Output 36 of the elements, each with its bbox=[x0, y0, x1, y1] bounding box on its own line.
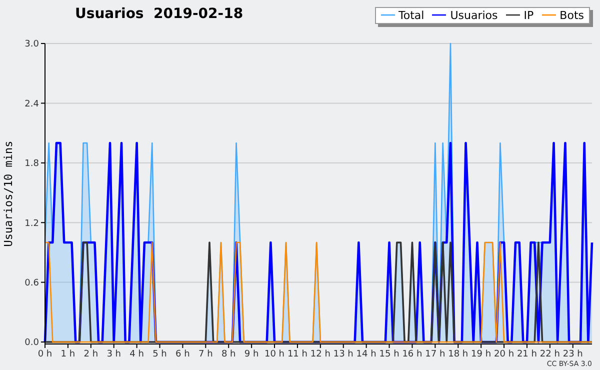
x-tick-label: 19 h bbox=[471, 349, 492, 360]
x-tick-label: 13 h bbox=[333, 349, 354, 360]
x-tick-label: 1 h bbox=[60, 349, 76, 360]
y-tick-label: 1.8 bbox=[24, 159, 40, 170]
legend-label: Usuarios bbox=[449, 8, 498, 22]
y-tick-label: 3.0 bbox=[24, 40, 40, 50]
y-tick-label: 0.6 bbox=[24, 278, 40, 288]
x-tick-label: 15 h bbox=[379, 349, 400, 360]
x-tick-label: 11 h bbox=[287, 349, 308, 360]
x-tick-label: 20 h bbox=[494, 349, 514, 360]
legend-label: Bots bbox=[558, 8, 584, 22]
x-tick-label: 0 h bbox=[38, 349, 52, 360]
x-tick-label: 6 h bbox=[176, 349, 190, 360]
y-tick-label: 2.4 bbox=[24, 99, 40, 110]
x-tick-label: 18 h bbox=[448, 349, 468, 360]
x-tick-label: 8 h bbox=[221, 349, 236, 360]
x-tick-label: 12 h bbox=[310, 349, 330, 360]
x-tick-label: 22 h bbox=[540, 349, 560, 360]
y-axis-title: Usuarios/10 mins bbox=[2, 140, 15, 247]
x-tick-label: 5 h bbox=[152, 349, 167, 360]
x-tick-label: 21 h bbox=[516, 349, 537, 360]
x-tick-label: 7 h bbox=[198, 349, 213, 360]
x-tick-label: 16 h bbox=[402, 349, 422, 360]
x-tick-label: 10 h bbox=[264, 349, 285, 360]
y-tick-label: 1.2 bbox=[24, 218, 39, 229]
x-tick-label: 14 h bbox=[356, 349, 376, 360]
x-tick-label: 4 h bbox=[130, 349, 144, 360]
y-tick-label: 0.0 bbox=[24, 338, 40, 348]
x-tick-label: 2 h bbox=[84, 349, 98, 360]
x-tick-label: 9 h bbox=[244, 349, 259, 360]
chart-title: Usuarios 2019-02-18 bbox=[75, 6, 244, 22]
x-tick-label: 23 h bbox=[562, 349, 583, 360]
legend-label: IP bbox=[522, 8, 534, 22]
x-tick-label: 3 h bbox=[106, 349, 122, 360]
legend-label: Total bbox=[398, 8, 424, 22]
x-tick-label: 17 h bbox=[425, 349, 446, 360]
